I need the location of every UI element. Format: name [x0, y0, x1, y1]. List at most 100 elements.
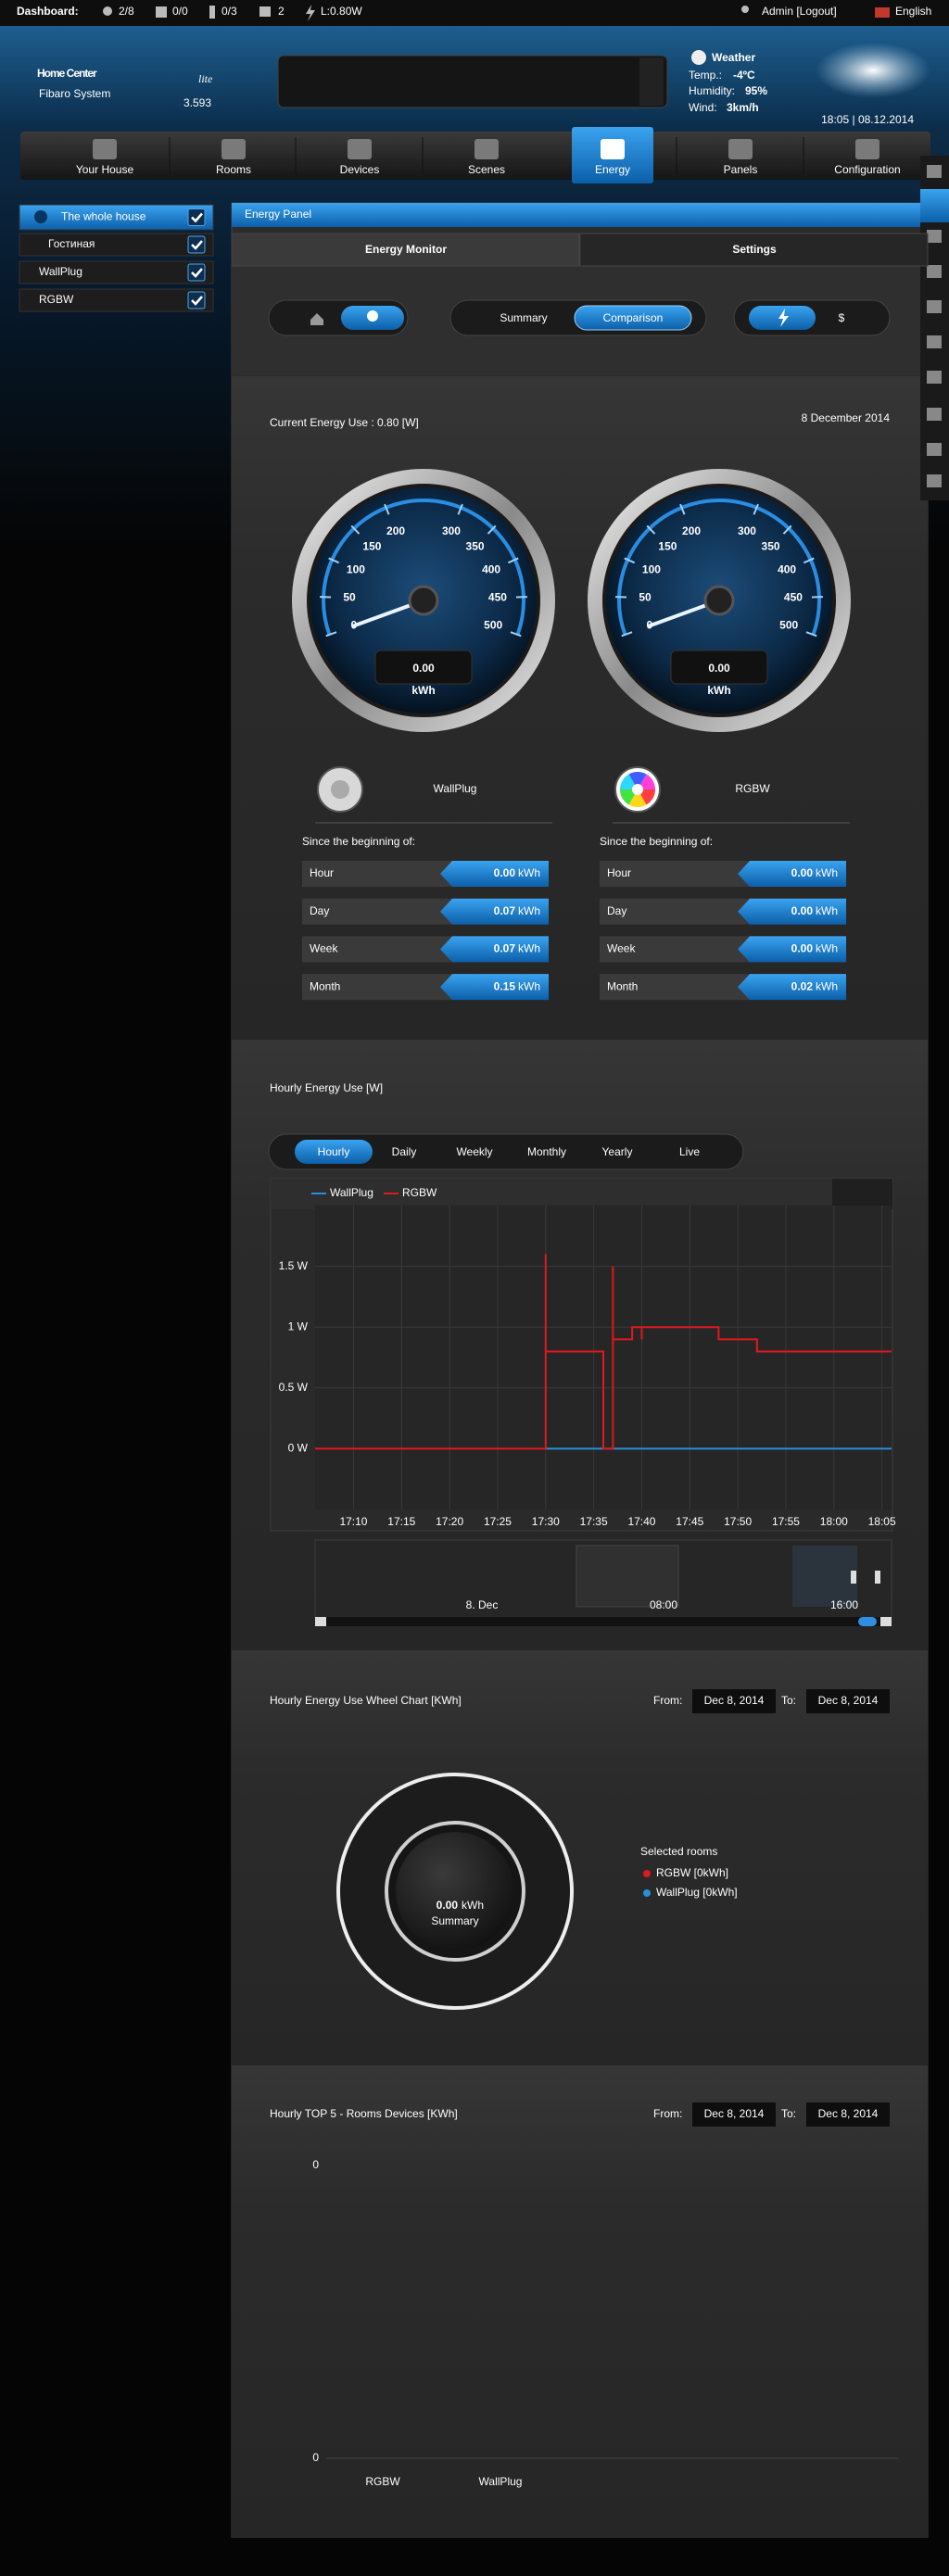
- range-tab[interactable]: Yearly: [602, 1145, 633, 1158]
- navigator-handle[interactable]: [875, 1571, 880, 1584]
- panel-tab[interactable]: [579, 233, 929, 267]
- gauge-tick: [384, 503, 390, 515]
- nav-tab[interactable]: Devices: [340, 163, 380, 176]
- device-icon-center: [632, 784, 643, 795]
- wheel-caption: Summary: [431, 1914, 478, 1927]
- unit-toggle[interactable]: $: [839, 311, 845, 324]
- energy-period: Week: [607, 942, 636, 955]
- date-to[interactable]: Dec 8, 2014: [818, 1694, 879, 1707]
- side-tool[interactable]: [927, 230, 942, 243]
- bulb-icon: [367, 310, 378, 322]
- wheel-unit: kWh: [462, 1899, 484, 1912]
- side-tool[interactable]: [927, 443, 942, 456]
- date-box[interactable]: [806, 1689, 890, 1713]
- view-toggle-active[interactable]: [574, 305, 692, 331]
- sidebar-item[interactable]: [19, 204, 214, 231]
- nav-tab[interactable]: Configuration: [834, 163, 900, 176]
- date-to[interactable]: Dec 8, 2014: [818, 2107, 879, 2120]
- color-wheel-wedge: [638, 774, 655, 789]
- side-tool-active[interactable]: [920, 189, 949, 222]
- panel-tab-label[interactable]: Energy Monitor: [365, 243, 447, 256]
- sidebar-item[interactable]: [19, 260, 214, 284]
- date-from[interactable]: Dec 8, 2014: [704, 1694, 765, 1707]
- side-tool[interactable]: [927, 474, 942, 487]
- color-wheel-wedge: [628, 772, 647, 789]
- date-box[interactable]: [692, 2102, 776, 2127]
- user-logout[interactable]: Admin [Logout]: [762, 5, 837, 18]
- navigator-handle[interactable]: [851, 1571, 856, 1584]
- side-tool[interactable]: [927, 335, 942, 348]
- date-from[interactable]: Dec 8, 2014: [704, 2107, 765, 2120]
- legend-label[interactable]: RGBW: [402, 1186, 437, 1199]
- view-toggle[interactable]: Summary: [500, 311, 547, 324]
- checkbox[interactable]: [187, 263, 206, 282]
- scroll-left[interactable]: [315, 1617, 326, 1626]
- sidebar-label[interactable]: WallPlug: [39, 265, 82, 278]
- wheel-total: 0.00: [437, 1899, 459, 1912]
- side-tool[interactable]: [927, 371, 942, 384]
- energy-unit: kWh: [518, 904, 540, 917]
- since-label: Since the beginning of:: [302, 835, 415, 848]
- side-tool[interactable]: [927, 165, 942, 178]
- range-tab[interactable]: Monthly: [527, 1145, 566, 1158]
- nav-icon: [728, 139, 753, 159]
- view-toggle[interactable]: Comparison: [603, 311, 664, 324]
- checkbox[interactable]: [187, 208, 206, 226]
- scrollbar-thumb[interactable]: [858, 1617, 877, 1626]
- date-box[interactable]: [806, 2102, 890, 2127]
- checkbox[interactable]: [187, 235, 206, 254]
- navigator-label: 16:00: [830, 1598, 858, 1611]
- date-box[interactable]: [692, 1689, 776, 1713]
- side-tool[interactable]: [927, 265, 942, 278]
- sidebar-item[interactable]: [19, 233, 214, 257]
- section-title: Hourly Energy Use [W]: [270, 1081, 383, 1094]
- energy-value-tag: [738, 974, 846, 1001]
- scroll-right[interactable]: [880, 1617, 892, 1626]
- nav-tab[interactable]: Your House: [76, 163, 134, 176]
- range-tab[interactable]: Weekly: [456, 1145, 492, 1158]
- device-icon-center: [331, 780, 349, 799]
- sidebar-label[interactable]: Гостиная: [48, 237, 95, 250]
- sidebar-item[interactable]: [19, 288, 214, 312]
- nav-icon: [221, 139, 246, 159]
- panel-tab-label[interactable]: Settings: [732, 243, 777, 256]
- user-icon: [741, 6, 749, 13]
- range-tab[interactable]: Live: [679, 1145, 700, 1158]
- x-tick-label: 17:25: [484, 1515, 512, 1528]
- section-title: Hourly TOP 5 - Rooms Devices [KWh]: [270, 2107, 458, 2120]
- side-tool[interactable]: [927, 300, 942, 313]
- y-tick-label: 1.5 W: [279, 1259, 309, 1272]
- nav-tab[interactable]: Energy: [595, 163, 630, 176]
- range-tab[interactable]: Daily: [392, 1145, 417, 1158]
- energy-value: 0.02: [791, 979, 814, 992]
- gauge-arc: [617, 499, 821, 636]
- nav-tab[interactable]: Scenes: [468, 163, 505, 176]
- range-tab-active[interactable]: [295, 1140, 373, 1164]
- legend-label[interactable]: WallPlug: [330, 1186, 373, 1199]
- checkbox[interactable]: [187, 291, 206, 309]
- gauge-scale-label: 300: [442, 524, 461, 537]
- language[interactable]: English: [895, 5, 931, 18]
- gauge-cap: [408, 585, 439, 616]
- energy-value: 0.00: [494, 866, 516, 879]
- gauge-tick: [457, 503, 463, 515]
- nav-tab[interactable]: Panels: [724, 163, 758, 176]
- range-tab[interactable]: Hourly: [318, 1145, 350, 1158]
- section-date: 8 December 2014: [802, 411, 891, 424]
- gauge-scale-label: 400: [778, 563, 796, 576]
- sensor-icon: [209, 6, 215, 19]
- side-tool[interactable]: [927, 408, 942, 421]
- nav-tab[interactable]: Rooms: [216, 163, 251, 176]
- color-wheel-wedge: [620, 789, 638, 805]
- panel-tab[interactable]: [231, 233, 580, 267]
- sidebar-label[interactable]: RGBW: [39, 293, 74, 306]
- nav-icon: [348, 139, 372, 159]
- wheel-legend-dot: [643, 1870, 651, 1877]
- energy-value-tag: [440, 861, 549, 887]
- device-name: RGBW: [735, 782, 770, 795]
- energy-value: 0.00: [791, 866, 814, 879]
- topbar-icons: [103, 5, 890, 21]
- sidebar-label[interactable]: The whole house: [61, 210, 146, 223]
- energy-value: 0.07: [494, 942, 516, 955]
- section-title: Current Energy Use : 0.80 [W]: [270, 416, 419, 429]
